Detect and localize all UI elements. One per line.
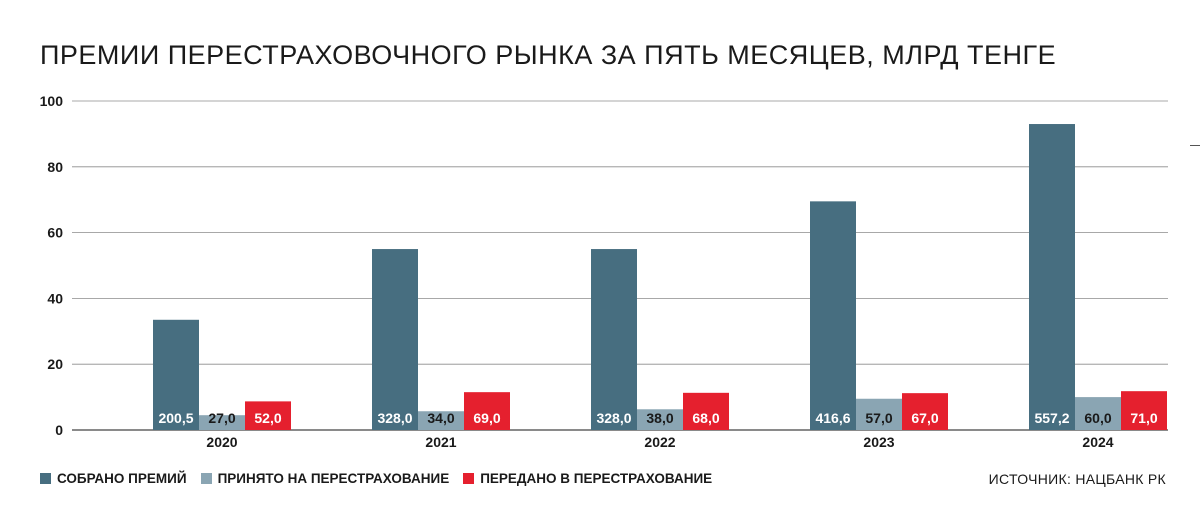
data-label-ceded: 71,0: [1130, 410, 1157, 426]
bar-collected-2021: [372, 249, 418, 430]
y-tick-label: 20: [47, 356, 63, 372]
data-label-ceded: 68,0: [692, 410, 719, 426]
data-label-accepted: 60,0: [1084, 410, 1111, 426]
legend-swatch-collected: [40, 473, 51, 484]
y-tick-label: 0: [55, 422, 63, 438]
y-tick-label: 100: [40, 93, 64, 109]
data-label-ceded: 69,0: [473, 410, 500, 426]
y-tick-label: 80: [47, 159, 63, 175]
bar-collected-2024: [1029, 124, 1075, 430]
y-tick-label: 60: [47, 225, 63, 241]
chart-legend: СОБРАНО ПРЕМИЙ ПРИНЯТО НА ПЕРЕСТРАХОВАНИ…: [40, 471, 712, 486]
data-label-accepted: 38,0: [646, 410, 673, 426]
data-label-ceded: 67,0: [911, 410, 938, 426]
bar-ceded-2023: [902, 393, 948, 430]
legend-swatch-ceded: [463, 473, 475, 484]
bar-accepted-2022: [637, 409, 683, 430]
x-tick-label: 2023: [863, 434, 894, 450]
source-note: ИСТОЧНИК: НАЦБАНК РК: [988, 471, 1166, 487]
bar-accepted-2021: [418, 411, 464, 430]
legend-item-ceded: ПЕРЕДАНО В ПЕРЕСТРАХОВАНИЕ: [463, 471, 712, 486]
data-label-collected: 328,0: [596, 410, 631, 426]
chart-title: ПРЕМИИ ПЕРЕСТРАХОВОЧНОГО РЫНКА ЗА ПЯТЬ М…: [40, 40, 1057, 70]
x-tick-label: 2020: [206, 434, 237, 450]
bar-ceded-2020: [245, 401, 291, 430]
bar-collected-2020: [153, 319, 199, 430]
bar-collected-2022: [591, 249, 637, 430]
x-tick-label: 2021: [425, 434, 456, 450]
bar-accepted-2023: [856, 398, 902, 430]
legend-item-collected: СОБРАНО ПРЕМИЙ: [40, 471, 187, 486]
edge-tick-mark: [1190, 145, 1200, 146]
data-label-accepted: 57,0: [865, 410, 892, 426]
bar-accepted-2024: [1075, 397, 1121, 430]
legend-label-accepted: ПРИНЯТО НА ПЕРЕСТРАХОВАНИЕ: [217, 471, 450, 486]
data-label-collected: 557,2: [1034, 410, 1069, 426]
data-label-collected: 328,0: [377, 410, 412, 426]
data-label-ceded: 52,0: [254, 410, 281, 426]
legend-label-ceded: ПЕРЕДАНО В ПЕРЕСТРАХОВАНИЕ: [480, 471, 713, 486]
data-label-accepted: 34,0: [427, 410, 454, 426]
data-label-accepted: 27,0: [208, 410, 235, 426]
legend-swatch-accepted: [200, 473, 212, 484]
legend-label-collected: СОБРАНО ПРЕМИЙ: [57, 471, 187, 486]
data-label-collected: 200,5: [158, 410, 193, 426]
data-label-collected: 416,6: [815, 410, 850, 426]
legend-item-accepted: ПРИНЯТО НА ПЕРЕСТРАХОВАНИЕ: [200, 471, 450, 486]
bar-ceded-2024: [1121, 391, 1167, 430]
x-tick-label: 2024: [1082, 434, 1113, 450]
bar-accepted-2020: [199, 415, 245, 430]
y-tick-label: 40: [47, 290, 63, 306]
bar-collected-2023: [810, 201, 856, 430]
x-tick-label: 2022: [644, 434, 675, 450]
bar-ceded-2021: [464, 392, 510, 430]
bar-ceded-2022: [683, 392, 729, 430]
